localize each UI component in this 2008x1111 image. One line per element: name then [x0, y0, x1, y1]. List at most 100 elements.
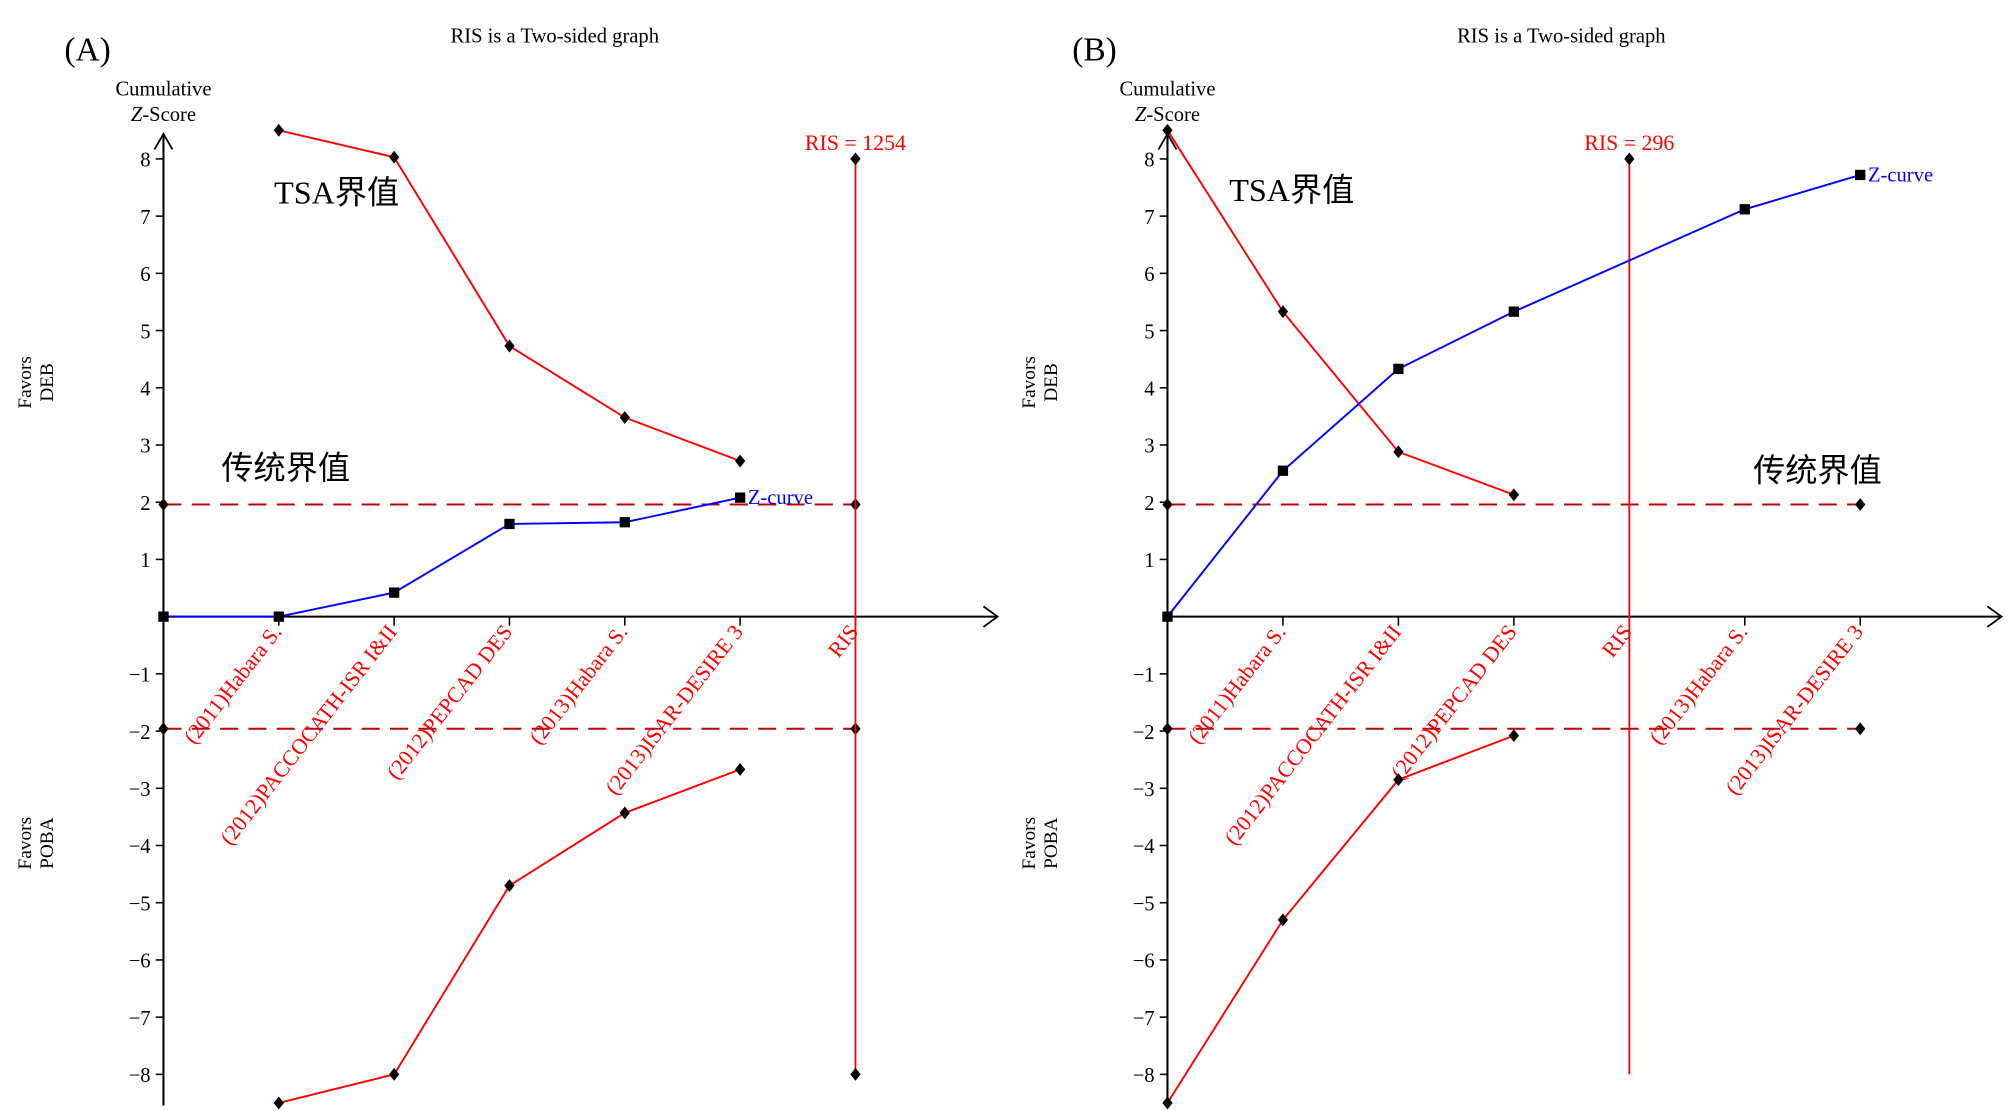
conventional-boundary-marker	[1162, 498, 1173, 511]
favors-bottom-label-line1: Favors	[15, 817, 36, 870]
y-tick-label: −4	[129, 836, 151, 858]
z-curve-point	[273, 611, 284, 622]
y-axis-title-line1: Cumulative	[1119, 78, 1215, 100]
z-curve-point	[158, 611, 169, 622]
z-curve-label: Z-curve	[748, 487, 813, 509]
panel-label: (A)	[64, 32, 110, 69]
y-tick-label: 4	[140, 379, 150, 401]
tsa-boundary-annotation: TSA界值	[274, 174, 399, 210]
y-tick-label: 6	[1144, 264, 1154, 286]
conventional-boundary-marker	[1855, 722, 1866, 736]
y-tick-label: 3	[140, 436, 150, 458]
y-axis-arrow	[153, 132, 174, 150]
y-tick-label: 2	[140, 493, 150, 515]
conventional-boundary-marker	[158, 498, 169, 511]
ris-marker-top	[1624, 152, 1635, 166]
y-tick-label: −1	[1133, 665, 1155, 687]
tsa-lower-boundary-point	[1508, 729, 1520, 743]
ris-label: RIS = 296	[1584, 131, 1674, 155]
conventional-boundary-annotation: 传统界值	[221, 450, 350, 486]
tsa-boundary-annotation: TSA界值	[1229, 172, 1354, 208]
y-tick-label: −8	[129, 1065, 151, 1087]
tsa-upper-boundary-point	[619, 411, 630, 424]
tsa-lower-boundary-point	[388, 1067, 400, 1081]
y-tick-label: −5	[1133, 893, 1155, 915]
z-curve-point	[1393, 363, 1404, 375]
favors-bottom-label-line2: POBA	[37, 817, 58, 869]
z-curve-point	[1855, 169, 1866, 181]
x-tick-label: (2012)PEPCAD DES	[1386, 620, 1521, 784]
chart-title: RIS is a Two-sided graph	[1457, 26, 1666, 48]
y-tick-label: 6	[140, 264, 150, 286]
ris-marker-bottom	[850, 1067, 861, 1081]
y-tick-label: −8	[1133, 1065, 1155, 1087]
y-tick-label: 7	[1144, 207, 1154, 229]
favors-top-label-line1: Favors	[1019, 356, 1040, 409]
conventional-boundary-marker	[158, 722, 169, 736]
y-tick-label: 7	[140, 207, 150, 229]
x-axis-arrow	[982, 605, 1000, 628]
x-tick-label: (2012)PEPCAD DES	[382, 620, 517, 784]
conventional-boundary-marker	[1855, 498, 1866, 511]
tsa-upper-boundary-point	[273, 123, 284, 137]
y-tick-label: −7	[129, 1008, 151, 1030]
y-axis-title-score: -Score	[142, 104, 196, 126]
y-axis-title-line2: Z-Score	[131, 104, 196, 126]
y-tick-label: −3	[129, 779, 151, 801]
favors-top-label-line1: Favors	[15, 356, 36, 409]
y-tick-label: −7	[1133, 1008, 1155, 1030]
ris-label: RIS = 1254	[805, 131, 906, 155]
y-tick-label: 5	[140, 321, 150, 343]
y-tick-label: −1	[129, 665, 151, 687]
favors-top-label-line2: DEB	[1041, 363, 1062, 402]
panel-a: (A) RIS is a Two-sided graph Cumulative Z-S…	[15, 26, 1000, 1110]
tsa-upper-boundary-line	[1166, 129, 1515, 496]
y-tick-label: −4	[1133, 836, 1155, 858]
y-axis-title-line1: Cumulative	[115, 78, 211, 100]
z-curve-point	[1277, 465, 1289, 476]
z-curve-line	[163, 496, 741, 618]
y-axis-title-line2: Z-Score	[1135, 104, 1200, 126]
tsa-lower-boundary-point	[1162, 1096, 1173, 1110]
tsa-upper-boundary-point	[388, 150, 400, 164]
y-axis-title-z: Z	[131, 104, 143, 126]
z-curve-label: Z-curve	[1868, 164, 1933, 186]
y-tick-label: 2	[1144, 493, 1154, 515]
y-tick-label: 8	[1144, 150, 1154, 172]
x-tick-label: RIS	[823, 620, 863, 662]
tsa-upper-boundary-point	[1508, 488, 1520, 502]
favors-top-label-line2: DEB	[37, 363, 58, 402]
y-axis-title-score: -Score	[1146, 104, 1200, 126]
y-tick-label: −3	[1133, 779, 1155, 801]
tsa-lower-boundary-point	[1393, 773, 1404, 787]
y-tick-label: −5	[129, 893, 151, 915]
conventional-boundary-annotation: 传统界值	[1753, 452, 1882, 488]
y-tick-label: 1	[140, 550, 150, 572]
z-curve-point	[734, 492, 746, 503]
tsa-lower-boundary-point	[619, 806, 630, 820]
y-tick-label: 5	[1144, 321, 1154, 343]
x-tick-label: RIS	[1597, 620, 1637, 662]
tsa-lower-boundary-point	[734, 762, 746, 776]
y-tick-label: −6	[1133, 951, 1155, 973]
tsa-lower-boundary-point	[273, 1096, 284, 1110]
favors-bottom-label-line1: Favors	[1019, 817, 1040, 870]
x-axis-arrow	[1986, 605, 2004, 628]
y-axis-title-z: Z	[1135, 104, 1147, 126]
panel-b: (B) RIS is a Two-sided graph Cumulative Z-S…	[1019, 26, 2004, 1110]
z-curve-point	[619, 517, 630, 528]
ris-marker-top	[850, 152, 861, 166]
chart-title: RIS is a Two-sided graph	[451, 26, 660, 48]
conventional-boundary-marker	[1162, 722, 1173, 736]
favors-bottom-label-line2: POBA	[1041, 817, 1062, 869]
y-tick-label: −2	[1133, 722, 1155, 744]
z-curve-point	[1739, 204, 1750, 215]
y-tick-label: −6	[129, 951, 151, 973]
tsa-upper-boundary-point	[1393, 445, 1404, 459]
y-tick-label: 1	[1144, 550, 1154, 572]
y-tick-label: 8	[140, 150, 150, 172]
z-curve-point	[504, 518, 515, 530]
y-tick-label: 3	[1144, 436, 1154, 458]
z-curve-line	[1166, 174, 1861, 618]
